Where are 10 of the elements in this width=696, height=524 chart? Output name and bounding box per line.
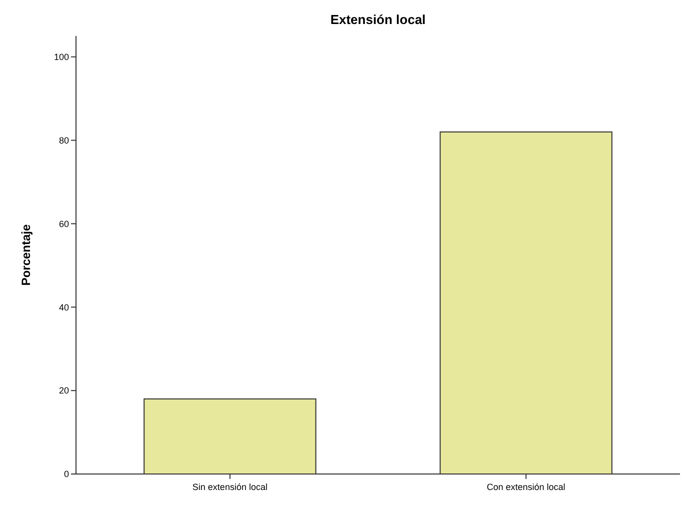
y-axis-title: Porcentaje <box>19 224 33 286</box>
y-tick-label: 40 <box>58 302 69 312</box>
y-tick-label: 100 <box>54 52 69 62</box>
chart-title: Extensión local <box>330 12 426 27</box>
y-tick-label: 80 <box>58 135 69 146</box>
y-tick-label: 0 <box>64 469 69 480</box>
y-tick-label: 60 <box>58 218 69 229</box>
x-tick-label: Con extensión local <box>486 482 566 492</box>
x-tick-label: Sin extensión local <box>192 482 268 492</box>
y-tick-label: 20 <box>58 386 69 396</box>
